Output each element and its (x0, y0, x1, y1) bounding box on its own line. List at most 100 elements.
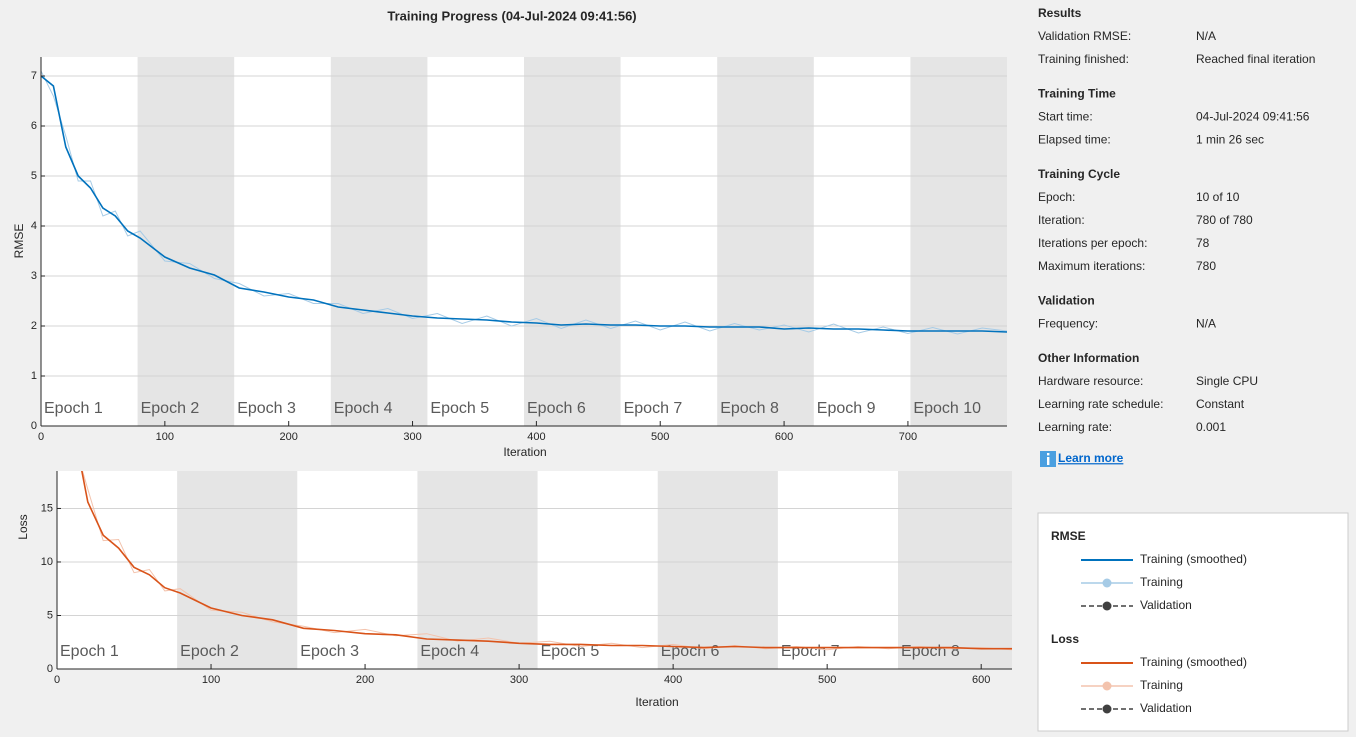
legend-label: Training (smoothed) (1140, 552, 1247, 566)
section-title: Other Information (1038, 351, 1139, 365)
epoch-band (910, 57, 1007, 426)
smoothed-line (41, 75, 1007, 333)
epoch-label: Epoch 2 (180, 643, 239, 660)
x-tick-label: 500 (651, 431, 669, 443)
info-value: 0.001 (1196, 420, 1226, 434)
info-key: Hardware resource: (1038, 374, 1143, 388)
legend-label: Training (smoothed) (1140, 655, 1247, 669)
legend-panel (1037, 512, 1349, 732)
x-tick-label: 400 (527, 431, 545, 443)
epoch-band (657, 471, 778, 669)
epoch-band (330, 57, 428, 426)
epoch-band (717, 57, 814, 426)
y-tick-label: 7 (31, 70, 37, 82)
epoch-label: Epoch 4 (334, 400, 393, 417)
info-value: Single CPU (1196, 374, 1258, 388)
x-tick-label: 0 (38, 431, 44, 443)
info-value: 04-Jul-2024 09:41:56 (1196, 110, 1310, 124)
info-value: N/A (1196, 29, 1216, 43)
epoch-band (524, 57, 621, 426)
page-title: Training Progress (04-Jul-2024 09:41:56) (387, 8, 636, 23)
info-key: Epoch: (1038, 190, 1075, 204)
info-key: Start time: (1038, 110, 1093, 124)
section-title: Validation (1038, 294, 1095, 308)
x-tick-label: 200 (356, 674, 374, 686)
legend-group-title: RMSE (1051, 529, 1086, 543)
info-value: 10 of 10 (1196, 190, 1240, 204)
info-key: Elapsed time: (1038, 133, 1111, 147)
y-tick-label: 6 (31, 120, 37, 132)
y-tick-label: 1 (31, 370, 37, 382)
epoch-label: Epoch 10 (913, 400, 981, 417)
y-tick-label: 5 (31, 170, 37, 182)
y-tick-label: 4 (31, 220, 37, 232)
info-value: 780 (1196, 259, 1216, 273)
y-tick-label: 15 (41, 502, 53, 514)
epoch-label: Epoch 2 (141, 400, 200, 417)
x-tick-label: 100 (156, 431, 174, 443)
info-icon-bar (1047, 457, 1050, 465)
epoch-label: Epoch 5 (430, 400, 489, 417)
section-title: Training Cycle (1038, 167, 1120, 181)
y-axis-label: Loss (16, 514, 30, 539)
info-value: 1 min 26 sec (1196, 133, 1264, 147)
x-tick-label: 500 (818, 674, 836, 686)
x-tick-label: 200 (280, 431, 298, 443)
epoch-label: Epoch 4 (420, 643, 479, 660)
legend-label: Validation (1140, 701, 1192, 715)
legend-label: Training (1140, 678, 1183, 692)
epoch-label: Epoch 8 (720, 400, 779, 417)
x-tick-label: 600 (972, 674, 990, 686)
info-value: 78 (1196, 236, 1210, 250)
epoch-band (898, 471, 1012, 669)
epoch-label: Epoch 7 (781, 643, 840, 660)
info-key: Iterations per epoch: (1038, 236, 1147, 250)
info-key: Learning rate schedule: (1038, 397, 1163, 411)
smoothed-line (81, 471, 1012, 650)
x-axis-label: Iteration (503, 445, 546, 459)
x-tick-label: 0 (54, 674, 60, 686)
info-value: Constant (1196, 397, 1245, 411)
x-tick-label: 100 (202, 674, 220, 686)
x-tick-label: 700 (899, 431, 917, 443)
y-tick-label: 0 (47, 663, 53, 675)
training-line (82, 471, 1012, 651)
epoch-label: Epoch 1 (60, 643, 119, 660)
info-key: Maximum iterations: (1038, 259, 1145, 273)
epoch-label: Epoch 6 (527, 400, 586, 417)
info-value: Reached final iteration (1196, 52, 1315, 66)
info-key: Training finished: (1038, 52, 1129, 66)
y-tick-label: 10 (41, 556, 53, 568)
epoch-label: Epoch 8 (901, 643, 960, 660)
section-title: Training Time (1038, 87, 1116, 101)
epoch-label: Epoch 3 (237, 400, 296, 417)
legend-marker (1102, 601, 1112, 611)
section-title: Results (1038, 6, 1082, 20)
y-tick-label: 3 (31, 270, 37, 282)
epoch-label: Epoch 3 (300, 643, 359, 660)
legend-marker (1102, 578, 1112, 588)
info-key: Iteration: (1038, 213, 1085, 227)
x-axis-label: Iteration (635, 695, 678, 709)
info-value: 780 of 780 (1196, 213, 1253, 227)
legend-marker (1102, 681, 1112, 691)
epoch-band (137, 57, 235, 426)
epoch-label: Epoch 7 (624, 400, 683, 417)
plot-clip: Epoch 1 Epoch 2 Epoch 3 Epoch 4 Epoch 5 Epoch… (41, 57, 1007, 426)
legend-group-title: Loss (1051, 632, 1079, 646)
x-tick-label: 300 (403, 431, 421, 443)
epoch-band (177, 471, 298, 669)
plot-clip: Epoch 1 Epoch 2 Epoch 3 Epoch 4 Epoch 5 Epoch… (57, 471, 1012, 669)
y-axis-label: RMSE (12, 224, 26, 259)
info-key: Learning rate: (1038, 420, 1112, 434)
legend-label: Training (1140, 575, 1183, 589)
epoch-label: Epoch 5 (541, 643, 600, 660)
y-tick-label: 2 (31, 320, 37, 332)
x-tick-label: 400 (664, 674, 682, 686)
epoch-label: Epoch 9 (817, 400, 876, 417)
y-tick-label: 0 (31, 420, 37, 432)
info-key: Validation RMSE: (1038, 29, 1131, 43)
learn-more-link[interactable]: Learn more (1058, 451, 1124, 465)
